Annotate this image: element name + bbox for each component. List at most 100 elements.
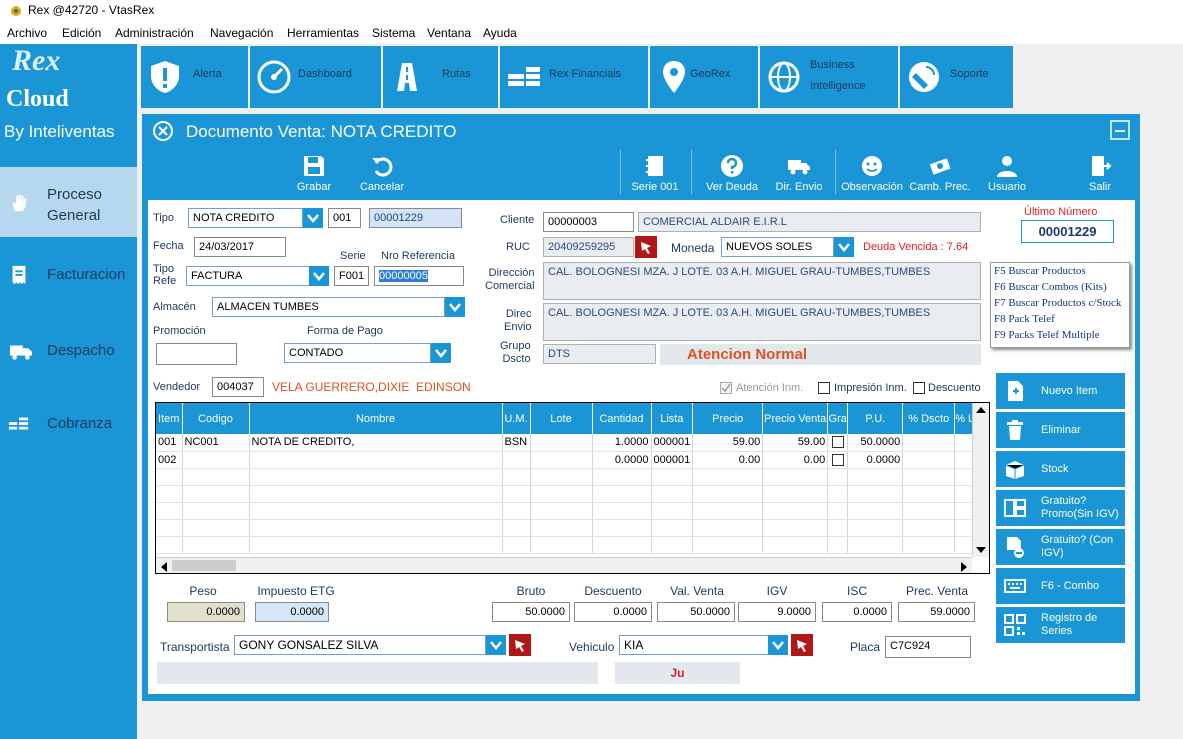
cell-precio-venta[interactable]: 0.00 xyxy=(762,451,829,469)
sidebar-item-proceso-general[interactable]: Proceso General xyxy=(0,167,137,237)
col-header[interactable]: Lista xyxy=(651,403,694,434)
cell-nombre[interactable] xyxy=(249,451,503,469)
nav-business-intelligence[interactable]: Business Intelligence xyxy=(760,46,898,108)
nav-rutas[interactable]: Rutas xyxy=(383,46,498,108)
menu-herramientas[interactable]: Herramientas xyxy=(287,26,360,40)
tipo-refe-dropdown-button[interactable] xyxy=(309,266,329,286)
tipo-select[interactable]: NOTA CREDITO xyxy=(188,208,303,228)
menu-ayuda[interactable]: Ayuda xyxy=(483,26,517,40)
cell-item[interactable]: 002 xyxy=(156,451,183,469)
menu-navegacion[interactable]: Navegación xyxy=(210,26,274,40)
eliminar-button[interactable]: Eliminar xyxy=(996,412,1125,448)
table-row[interactable] xyxy=(156,485,986,503)
menu-archivo[interactable]: Archivo xyxy=(7,26,48,40)
direc-envio-field[interactable]: CAL. BOLOGNESI MZA. J LOTE. 03 A.H. MIGU… xyxy=(543,303,981,341)
close-icon[interactable] xyxy=(152,120,174,142)
ref-serie-field[interactable]: F001 xyxy=(334,266,369,286)
registro-series-button[interactable]: Registro de Series xyxy=(996,607,1125,643)
vendedor-code-field[interactable]: 004037 xyxy=(212,377,264,397)
gratuito-con-igv-button[interactable]: Gratuito? (Con IGV) xyxy=(996,529,1125,565)
cell-gratuito[interactable] xyxy=(827,451,849,469)
cell-precio[interactable]: 59.00 xyxy=(692,434,764,452)
cell-precio-venta[interactable]: 59.00 xyxy=(762,434,829,452)
menu-sistema[interactable]: Sistema xyxy=(372,26,416,40)
scroll-left-icon[interactable] xyxy=(160,562,168,572)
moneda-dropdown-button[interactable] xyxy=(834,237,854,257)
col-header[interactable]: Cantidad xyxy=(592,403,652,434)
gratuito-checkbox[interactable] xyxy=(831,453,844,466)
table-row[interactable] xyxy=(156,468,986,486)
table-row[interactable]: 002 0.0000 000001 0.00 0.00 0.0000 xyxy=(156,451,986,469)
cell-dscto[interactable] xyxy=(902,434,956,452)
transportista-dropdown-button[interactable] xyxy=(486,635,506,655)
fecha-field[interactable]: 24/03/2017 xyxy=(194,237,286,257)
col-header[interactable]: U.M. xyxy=(502,403,531,434)
nav-georex[interactable]: GeoRex xyxy=(650,46,758,108)
usuario-button[interactable]: Usuario xyxy=(982,152,1032,198)
moneda-select[interactable]: NUEVOS SOLES xyxy=(721,237,834,257)
forma-pago-select[interactable]: CONTADO xyxy=(284,343,431,363)
col-header[interactable]: Lote xyxy=(530,403,593,434)
col-header[interactable]: Precio xyxy=(692,403,764,434)
table-row[interactable] xyxy=(156,536,986,554)
col-header[interactable]: Gra xyxy=(827,403,849,434)
table-row[interactable]: 001 NC001 NOTA DE CREDITO, BSN 1.0000 00… xyxy=(156,434,986,452)
cell-um[interactable]: BSN xyxy=(502,434,531,452)
atencion-inm-checkbox[interactable] xyxy=(720,382,732,394)
table-row[interactable] xyxy=(156,502,986,520)
horizontal-scrollbar[interactable] xyxy=(156,557,972,573)
cell-nombre[interactable]: NOTA DE CREDITO, xyxy=(249,434,503,452)
sidebar-item-facturacion[interactable]: Facturacion xyxy=(0,240,137,310)
stock-button[interactable]: Stock xyxy=(996,451,1125,487)
almacen-dropdown-button[interactable] xyxy=(445,297,465,317)
nav-dashboard[interactable]: Dashboard xyxy=(250,46,381,108)
vehiculo-dropdown-button[interactable] xyxy=(768,635,788,655)
cell-precio[interactable]: 0.00 xyxy=(692,451,764,469)
ver-deuda-button[interactable]: Ver Deuda xyxy=(704,152,760,198)
menu-ventana[interactable]: Ventana xyxy=(427,26,472,40)
col-header[interactable]: P.U. xyxy=(847,403,904,434)
col-header[interactable]: Precio Venta xyxy=(762,403,829,434)
cell-lote[interactable] xyxy=(530,434,593,452)
cell-cantidad[interactable]: 0.0000 xyxy=(592,451,652,469)
scroll-up-icon[interactable] xyxy=(976,406,986,414)
nav-soporte[interactable]: Soporte xyxy=(900,46,1013,108)
cell-lote[interactable] xyxy=(530,451,593,469)
almacen-select[interactable]: ALMACEN TUMBES xyxy=(212,297,445,317)
camb-prec-button[interactable]: Camb. Prec. xyxy=(908,152,972,198)
cell-codigo[interactable]: NC001 xyxy=(182,434,250,452)
cell-lista[interactable]: 000001 xyxy=(651,451,694,469)
cell-lista[interactable]: 000001 xyxy=(651,434,694,452)
tipo-serie-field[interactable]: 001 xyxy=(328,208,361,228)
vertical-scrollbar[interactable] xyxy=(972,403,989,557)
tipo-numero-field[interactable]: 00001229 xyxy=(369,208,462,228)
grabar-button[interactable]: Grabar xyxy=(289,152,339,198)
scroll-right-icon[interactable] xyxy=(960,562,968,572)
scroll-thumb[interactable] xyxy=(172,560,236,571)
col-header[interactable]: Item xyxy=(156,403,183,434)
observacion-button[interactable]: Observación xyxy=(840,152,904,198)
cliente-code-field[interactable]: 00000003 xyxy=(543,212,634,232)
gratuito-checkbox[interactable] xyxy=(831,436,844,449)
cell-item[interactable]: 001 xyxy=(156,434,183,452)
nav-rex-financials[interactable]: Rex Financials xyxy=(500,46,648,108)
ref-numero-field[interactable]: 00000005 xyxy=(374,266,464,286)
cell-dscto[interactable] xyxy=(902,451,956,469)
ruc-search-button[interactable] xyxy=(635,236,657,258)
col-header[interactable]: Codigo xyxy=(182,403,250,434)
gratuito-sin-igv-button[interactable]: Gratuito? Promo(Sin IGV) xyxy=(996,490,1125,526)
cell-cantidad[interactable]: 1.0000 xyxy=(592,434,652,452)
dir-envio-button[interactable]: Dir. Envio xyxy=(772,152,826,198)
sidebar-item-despacho[interactable]: Despacho xyxy=(0,316,137,386)
transportista-search-button[interactable] xyxy=(509,634,531,656)
cell-um[interactable] xyxy=(502,451,531,469)
minimize-icon[interactable] xyxy=(1110,120,1130,140)
menu-edicion[interactable]: Edición xyxy=(62,26,102,40)
impresion-inm-checkbox[interactable] xyxy=(818,382,830,394)
serie-button[interactable]: Serie 001 xyxy=(629,152,681,198)
sidebar-item-cobranza[interactable]: Cobranza xyxy=(0,389,137,459)
col-header[interactable]: Nombre xyxy=(249,403,503,434)
cancelar-button[interactable]: Cancelar xyxy=(354,152,410,198)
scroll-down-icon[interactable] xyxy=(976,546,986,554)
tipo-dropdown-button[interactable] xyxy=(303,208,323,228)
